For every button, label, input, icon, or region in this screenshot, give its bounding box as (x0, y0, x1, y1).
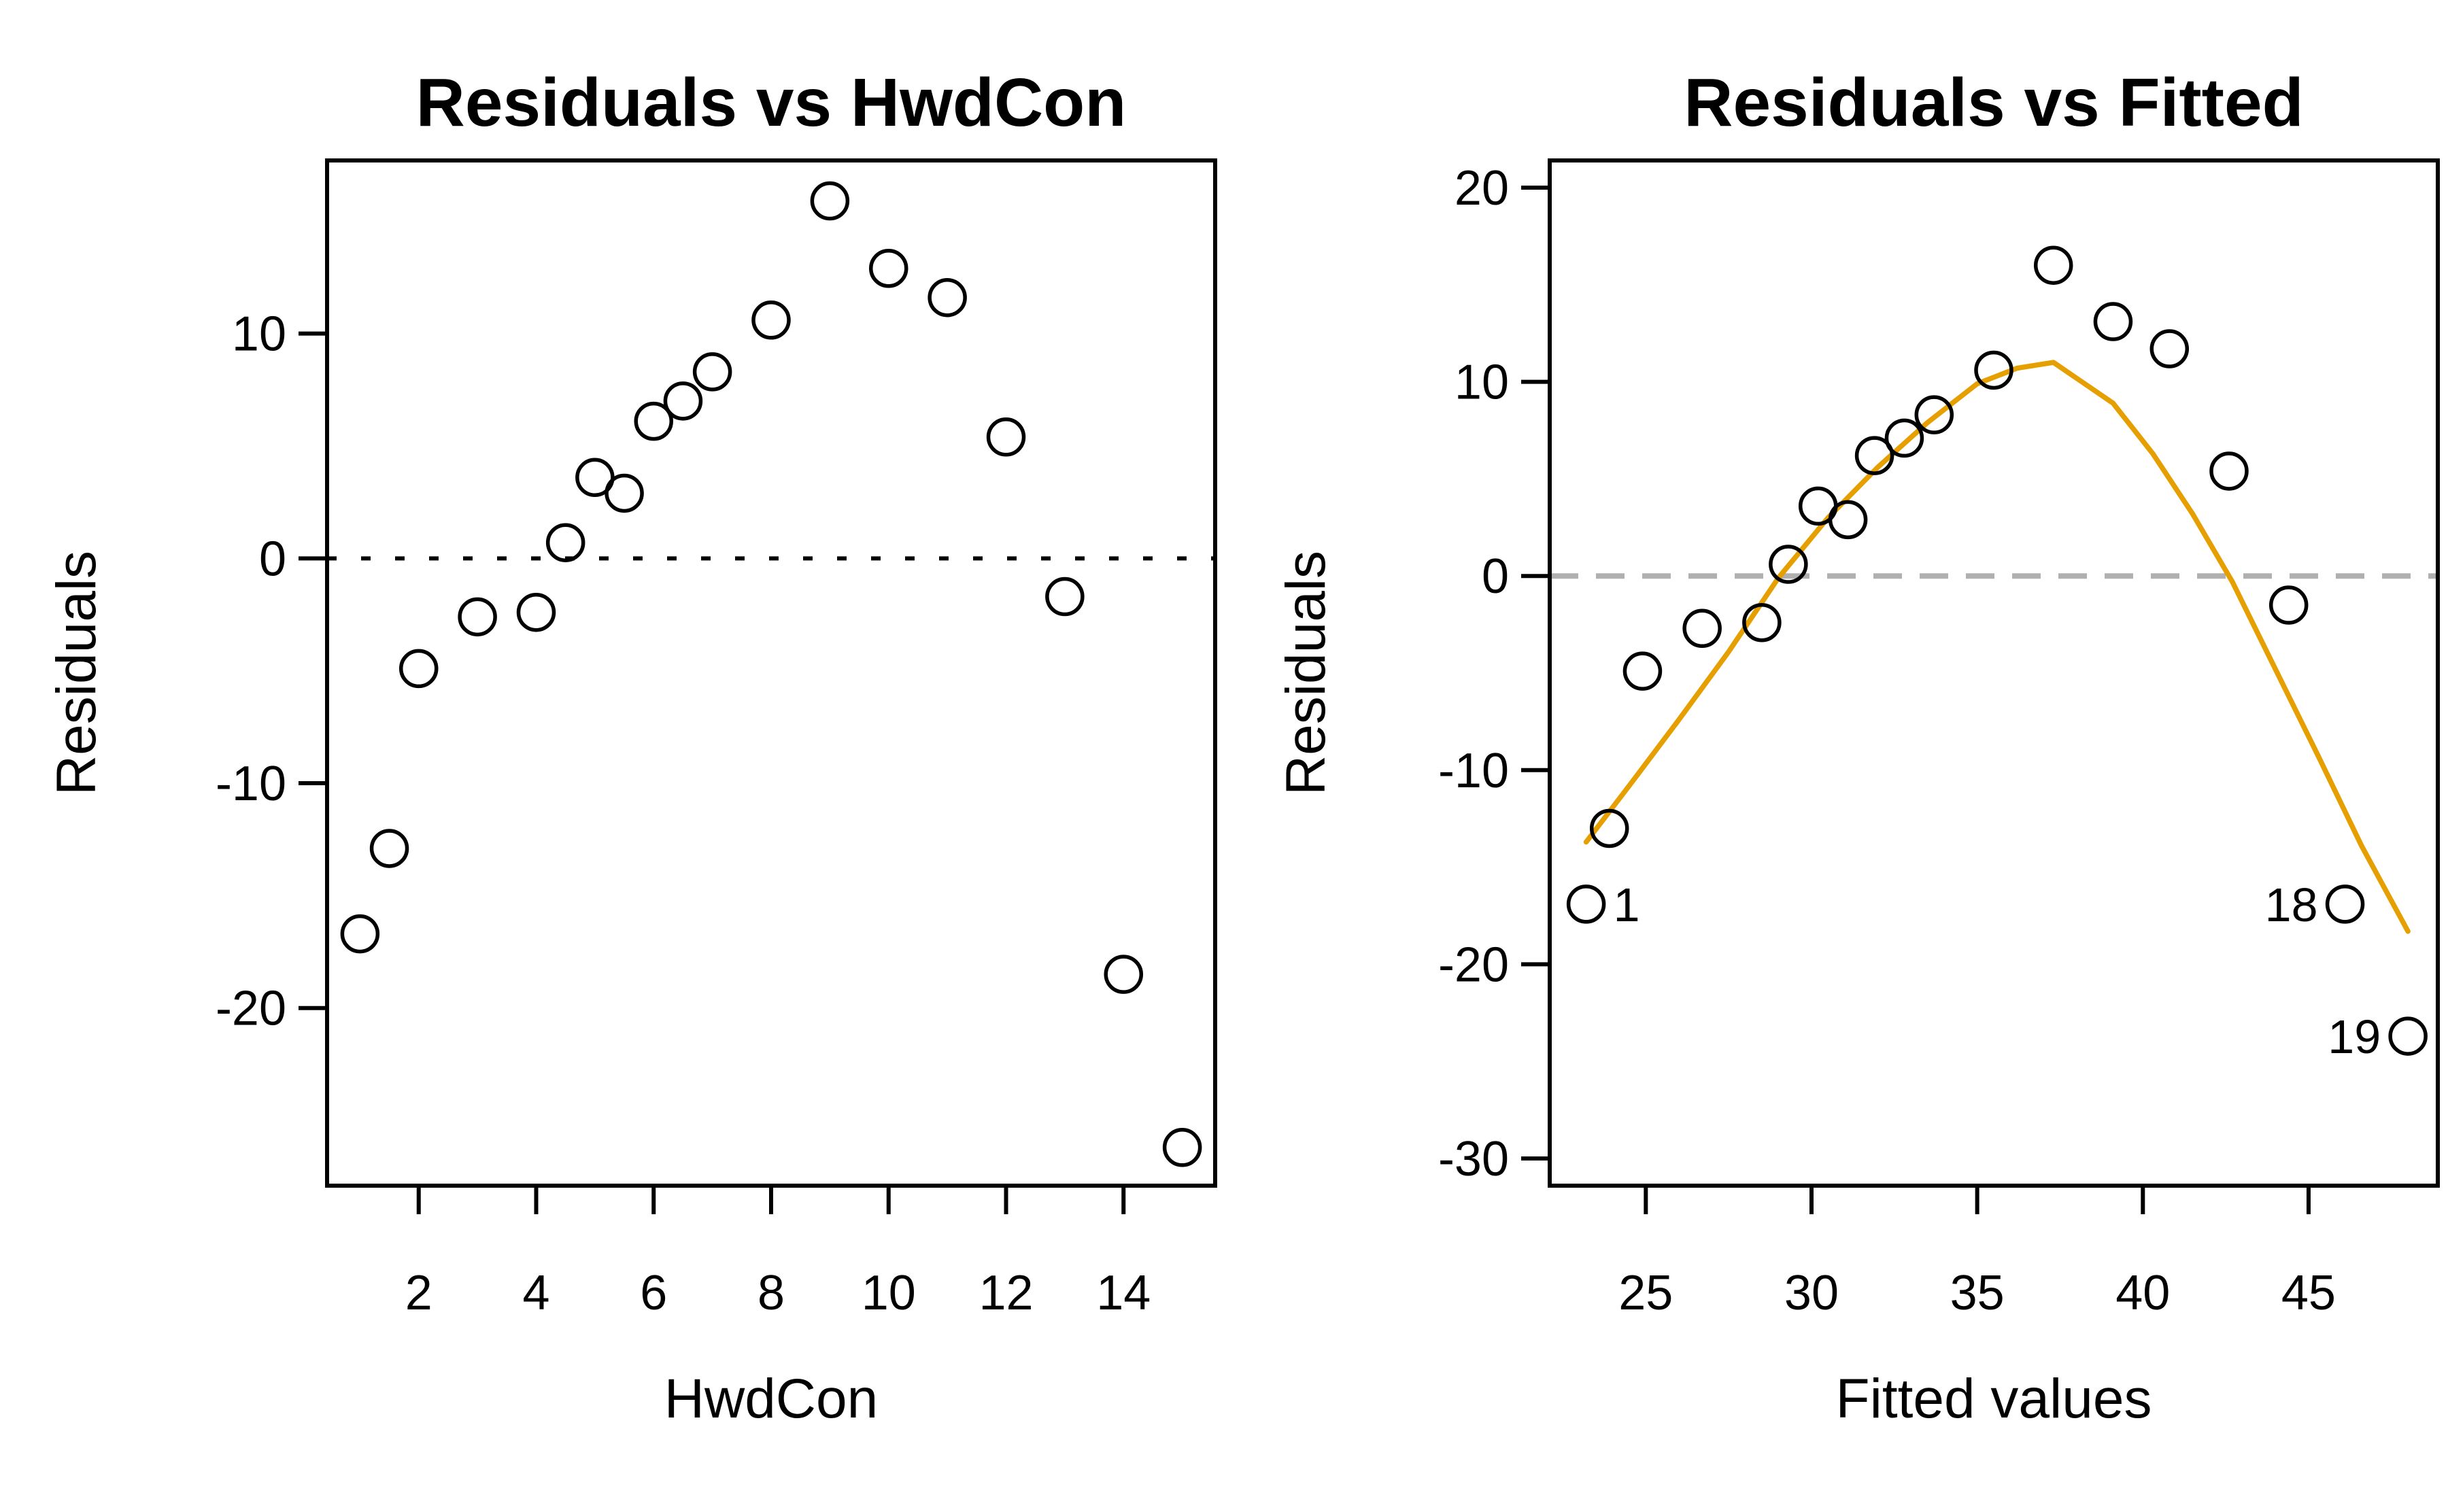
data-point (516, 592, 556, 632)
right-panel-title: Residuals vs Fitted (1684, 65, 2303, 141)
data-point (575, 458, 615, 498)
data-point (605, 473, 644, 513)
x-tick-label: 35 (1950, 1266, 2005, 1320)
right-panel-x-axis-label: Fitted values (1836, 1368, 2152, 1430)
data-point (869, 248, 908, 288)
data-point (663, 381, 703, 421)
panel-residuals-vs-fitted: Residuals vs Fitted Fitted values Residu… (1275, 65, 2440, 1430)
y-tick-label: 20 (1455, 161, 1509, 216)
data-point (369, 829, 409, 868)
data-point (751, 300, 791, 340)
y-tick-label: -10 (1438, 744, 1509, 798)
point-label: 18 (2265, 878, 2318, 931)
data-point (1742, 602, 1782, 642)
plot-box (1548, 158, 2440, 1188)
y-tick-label: -30 (1438, 1132, 1509, 1186)
data-point (2325, 884, 2365, 924)
plot-box (325, 158, 1217, 1188)
data-point (340, 914, 380, 954)
data-point (1162, 1128, 1202, 1167)
data-point (2093, 302, 2133, 341)
y-tick-label: 0 (259, 532, 286, 586)
data-point (1769, 545, 1808, 584)
x-tick-label: 12 (979, 1266, 1033, 1320)
y-tick-label: 0 (1482, 549, 1509, 604)
x-tick-label: 40 (2115, 1266, 2170, 1320)
left-panel-y-axis-label: Residuals (46, 551, 107, 795)
data-point (1914, 395, 1954, 434)
data-point (2033, 245, 2073, 285)
data-point (2149, 329, 2190, 368)
point-label: 19 (2328, 1010, 2381, 1063)
data-point (2209, 451, 2249, 491)
data-point (1566, 884, 1606, 924)
left-panel-title: Residuals vs HwdCon (416, 65, 1127, 141)
data-point (2388, 1016, 2428, 1056)
point-label: 1 (1614, 878, 1640, 931)
data-point (1622, 651, 1663, 691)
data-point (1974, 350, 2013, 390)
left-panel-x-axis-label: HwdCon (664, 1368, 878, 1430)
x-tick-label: 25 (1618, 1266, 1673, 1320)
x-tick-label: 6 (640, 1266, 667, 1320)
y-tick-label: -10 (216, 757, 286, 811)
y-tick-label: 10 (1455, 356, 1509, 410)
data-point (634, 401, 673, 441)
y-tick-label: 10 (232, 307, 286, 362)
data-point (1682, 608, 1722, 649)
x-tick-label: 2 (405, 1266, 432, 1320)
data-point (1884, 418, 1924, 458)
data-point (1045, 577, 1085, 617)
y-tick-label: -20 (216, 982, 286, 1036)
data-point (458, 597, 497, 637)
data-point (398, 649, 439, 689)
data-point (1104, 955, 1144, 994)
data-point (2268, 585, 2309, 625)
data-point (1828, 500, 1868, 540)
y-tick-label: -20 (1438, 938, 1509, 992)
x-tick-label: 14 (1096, 1266, 1151, 1320)
right-panel-y-axis-label: Residuals (1275, 551, 1337, 795)
x-tick-label: 8 (758, 1266, 785, 1320)
data-point (1589, 808, 1629, 848)
left-panel-plot-area: 2 4 6 8 10 12 14 -20 -10 0 10 (216, 158, 1217, 1320)
x-tick-label: 30 (1784, 1266, 1839, 1320)
data-point (692, 352, 732, 392)
data-point (545, 523, 585, 562)
x-tick-label: 10 (862, 1266, 916, 1320)
data-point (986, 417, 1026, 457)
data-point (928, 277, 967, 317)
right-panel-plot-area: 1 18 19 25 30 35 40 45 -30 -20 -10 0 10 20 (1438, 158, 2440, 1320)
data-point (1854, 436, 1894, 475)
panel-residuals-vs-hwdcon: Residuals vs HwdCon HwdCon Residuals 2 4 6… (46, 65, 1217, 1430)
x-tick-label: 4 (522, 1266, 549, 1320)
loess-smoother-line (1583, 360, 2411, 934)
data-point (810, 181, 850, 221)
x-tick-label: 45 (2281, 1266, 2336, 1320)
